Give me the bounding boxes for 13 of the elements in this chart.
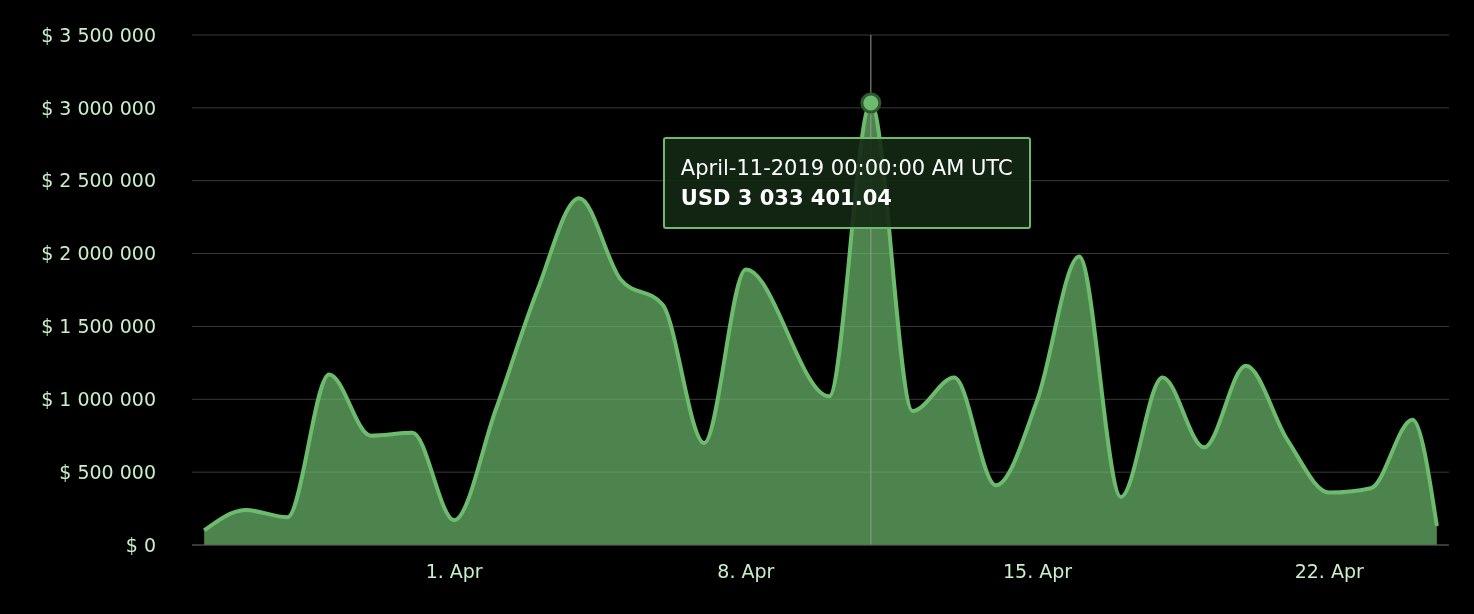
y-tick-label: $ 2 000 000	[41, 242, 156, 265]
y-tick-label: $ 1 000 000	[41, 388, 156, 411]
x-tick-label: 15. Apr	[1002, 560, 1073, 583]
x-tick-label: 1. Apr	[425, 560, 483, 583]
x-tick-label: 22. Apr	[1294, 560, 1364, 583]
y-tick-label: $ 1 500 000	[41, 315, 156, 338]
y-tick-label: $ 2 500 000	[41, 169, 156, 192]
x-tick-label: 8. Apr	[717, 560, 775, 583]
y-tick-label: $ 0	[125, 533, 156, 556]
y-tick-label: $ 3 500 000	[41, 23, 156, 46]
y-tick-label: $ 500 000	[59, 460, 156, 483]
annotation: April-11-2019 00:00:00 AM UTC USD 3 033 401.04	[680, 155, 1013, 212]
y-tick-label: $ 3 000 000	[41, 96, 156, 119]
